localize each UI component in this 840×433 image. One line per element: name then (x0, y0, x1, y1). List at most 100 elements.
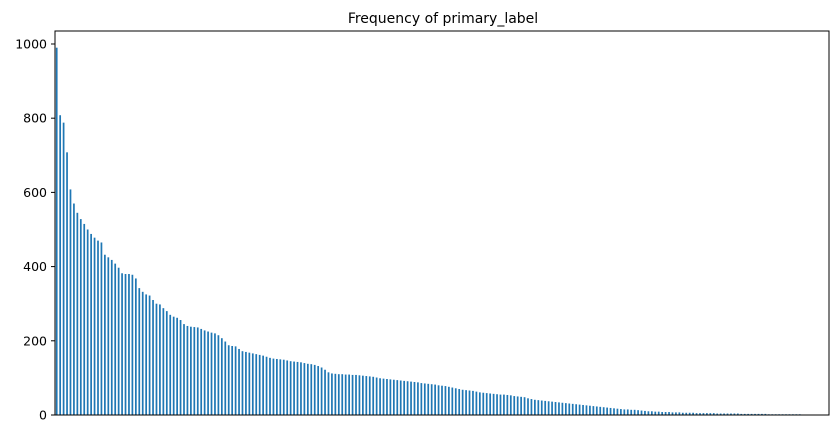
bar (231, 345, 234, 415)
bar (176, 317, 178, 415)
bar (733, 413, 736, 415)
bar (83, 223, 86, 415)
bar (234, 346, 237, 415)
bar (754, 413, 756, 415)
bar (362, 375, 364, 415)
bar (544, 400, 547, 415)
bar (492, 393, 495, 415)
bar (506, 394, 509, 415)
bar (657, 411, 660, 415)
bar (141, 291, 144, 415)
bar (148, 295, 151, 415)
bar (186, 325, 189, 415)
bar (637, 410, 639, 415)
bar (475, 391, 478, 415)
bar (706, 413, 708, 415)
bar (747, 413, 750, 415)
bar (575, 404, 578, 415)
bar (743, 413, 746, 415)
bar (489, 393, 492, 415)
y-tick-label: 600 (23, 185, 47, 200)
bar (534, 399, 536, 415)
bar (726, 413, 729, 415)
bar (241, 351, 244, 415)
bar (310, 364, 313, 415)
y-tick-label: 400 (23, 259, 47, 274)
bar (179, 320, 182, 415)
bar (761, 413, 763, 415)
bar (251, 353, 254, 415)
bar (513, 396, 516, 415)
bar (165, 311, 168, 415)
bar (269, 357, 271, 415)
bar (472, 390, 474, 415)
bar (458, 389, 461, 415)
bar (671, 412, 674, 415)
bar (365, 376, 368, 415)
bar (606, 407, 608, 415)
bar (190, 326, 192, 415)
bar (55, 47, 58, 415)
bar (134, 278, 137, 415)
bar (331, 373, 333, 415)
bar (499, 394, 502, 415)
bar (145, 294, 148, 415)
bar (454, 388, 457, 415)
bar (564, 403, 567, 415)
y-axis: 0 200 400 600 800 1000 (15, 36, 55, 423)
bar (441, 385, 443, 415)
bar (379, 378, 381, 415)
bar (138, 288, 141, 415)
bar (496, 394, 498, 415)
bar (530, 399, 533, 415)
bar (537, 400, 540, 415)
bar (551, 401, 553, 415)
bar (93, 237, 96, 415)
bar (155, 303, 158, 415)
bar (558, 402, 560, 415)
bar (423, 383, 426, 415)
bar (599, 406, 602, 415)
bar (375, 377, 378, 415)
bars-group (55, 47, 829, 415)
bar (289, 361, 292, 415)
bar (750, 413, 753, 415)
bar (712, 413, 715, 415)
bar (554, 402, 557, 415)
bar (633, 409, 636, 415)
bar (90, 233, 92, 415)
bar (585, 405, 588, 415)
bar (382, 378, 385, 415)
bar (286, 360, 289, 415)
bar (327, 372, 330, 415)
bar (245, 351, 247, 415)
bar (389, 379, 392, 415)
bar (368, 376, 371, 415)
bar (348, 374, 350, 415)
bar (465, 390, 467, 415)
bar (303, 363, 306, 415)
bar (482, 392, 485, 415)
bar (272, 358, 275, 415)
bar (702, 413, 705, 415)
bar (709, 413, 712, 415)
bar (664, 412, 667, 415)
bar (430, 384, 433, 415)
bar (224, 341, 227, 415)
bar (320, 367, 323, 415)
bar (203, 330, 206, 415)
bar (117, 267, 120, 415)
bar (730, 413, 732, 415)
bar (104, 254, 106, 415)
bar (210, 332, 213, 415)
bar (69, 189, 72, 415)
bar (207, 331, 209, 415)
bar (372, 376, 375, 415)
bar (516, 396, 519, 415)
bar (258, 354, 261, 415)
bar (417, 382, 419, 415)
bar (227, 345, 230, 415)
bar (616, 408, 619, 415)
bar (114, 263, 117, 415)
